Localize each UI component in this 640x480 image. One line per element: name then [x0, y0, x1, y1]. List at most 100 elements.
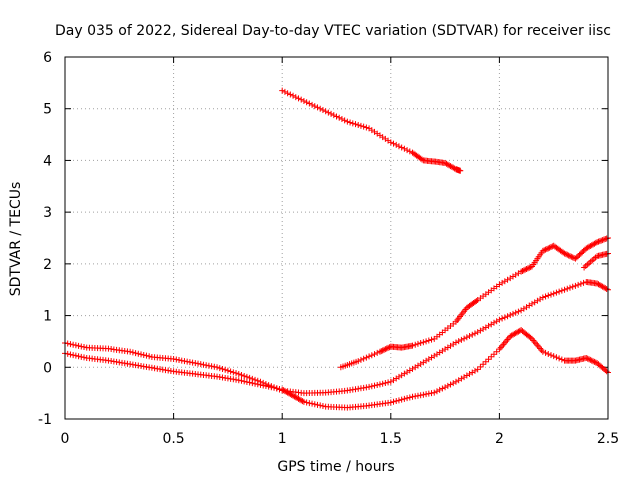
data-point	[564, 285, 571, 292]
data-point	[195, 360, 202, 367]
data-point	[382, 346, 389, 353]
data-point	[184, 358, 191, 365]
data-point	[262, 383, 269, 390]
data-point	[412, 393, 419, 400]
chart-title: Day 035 of 2022, Sidereal Day-to-day VTE…	[55, 23, 611, 39]
data-point	[401, 145, 408, 152]
data-point	[360, 123, 367, 130]
data-point	[401, 395, 408, 402]
data-point	[241, 372, 248, 379]
data-point	[355, 122, 362, 129]
data-point	[450, 380, 457, 387]
data-point	[393, 398, 400, 405]
data-point	[260, 382, 267, 389]
data-point	[200, 361, 207, 368]
data-point	[127, 348, 134, 355]
data-point	[309, 101, 316, 108]
y-tick-label: 6	[43, 50, 52, 66]
data-point	[281, 88, 288, 95]
data-point	[371, 382, 378, 389]
data-point	[423, 391, 430, 398]
data-point	[550, 290, 557, 297]
data-point	[428, 336, 435, 343]
data-point	[501, 314, 508, 321]
data-point	[299, 398, 306, 405]
data-point	[132, 350, 139, 357]
data-point	[458, 375, 465, 382]
data-point	[417, 392, 424, 399]
data-point	[577, 280, 584, 287]
data-point	[211, 363, 218, 370]
data-point	[428, 390, 435, 397]
data-point	[556, 288, 563, 295]
data-point	[224, 367, 231, 374]
data-point	[583, 354, 590, 361]
data-point	[78, 353, 85, 360]
data-point	[381, 346, 388, 353]
data-point	[176, 357, 183, 364]
y-tick-label: 3	[43, 205, 52, 221]
data-point	[319, 107, 326, 114]
data-point	[290, 92, 297, 99]
data-point	[461, 374, 468, 381]
data-point	[466, 371, 473, 378]
data-point	[524, 265, 531, 272]
data-point	[67, 351, 74, 358]
data-point	[311, 401, 318, 408]
data-point	[523, 266, 530, 273]
data-point	[135, 350, 142, 357]
data-point	[268, 384, 275, 391]
x-tick-label: 1.5	[380, 431, 402, 447]
data-point	[587, 356, 594, 363]
data-point	[595, 238, 602, 245]
data-point	[216, 365, 223, 372]
data-point	[452, 378, 459, 385]
x-tick-label: 2	[495, 431, 504, 447]
y-tick-label: 1	[43, 309, 52, 325]
data-point	[81, 354, 88, 361]
data-point	[471, 367, 478, 374]
data-point	[493, 348, 500, 355]
data-point	[457, 167, 464, 174]
data-point	[382, 380, 389, 387]
data-point	[455, 377, 462, 384]
data-point	[573, 254, 580, 261]
data-point	[566, 284, 573, 291]
data-point	[298, 96, 305, 103]
data-point	[568, 253, 575, 260]
data-point	[518, 268, 525, 275]
data-point	[322, 108, 329, 115]
data-point	[257, 381, 264, 388]
data-point	[496, 316, 503, 323]
data-point	[300, 398, 307, 405]
x-tick-label: 0	[61, 431, 70, 447]
data-point	[488, 353, 495, 360]
data-point	[325, 109, 332, 116]
data-point	[306, 400, 313, 407]
data-point	[473, 298, 480, 305]
data-point	[577, 250, 584, 257]
data-point	[366, 353, 373, 360]
data-point	[208, 363, 215, 370]
data-point	[330, 112, 337, 119]
data-point	[469, 369, 476, 376]
data-point	[197, 361, 204, 368]
data-point	[562, 251, 569, 258]
grid-lines	[65, 57, 608, 419]
data-point	[442, 384, 449, 391]
data-point	[519, 267, 526, 274]
data-point	[303, 399, 310, 406]
data-point	[600, 236, 607, 243]
data-point	[314, 104, 321, 111]
data-point	[602, 236, 609, 243]
data-point	[366, 383, 373, 390]
data-point	[279, 87, 286, 94]
data-point	[341, 117, 348, 124]
y-tick-label: 4	[43, 153, 52, 169]
data-point	[243, 373, 250, 380]
data-point	[368, 383, 375, 390]
data-point	[317, 402, 324, 409]
data-point	[547, 352, 554, 359]
data-point	[347, 119, 354, 126]
data-point	[398, 144, 405, 151]
